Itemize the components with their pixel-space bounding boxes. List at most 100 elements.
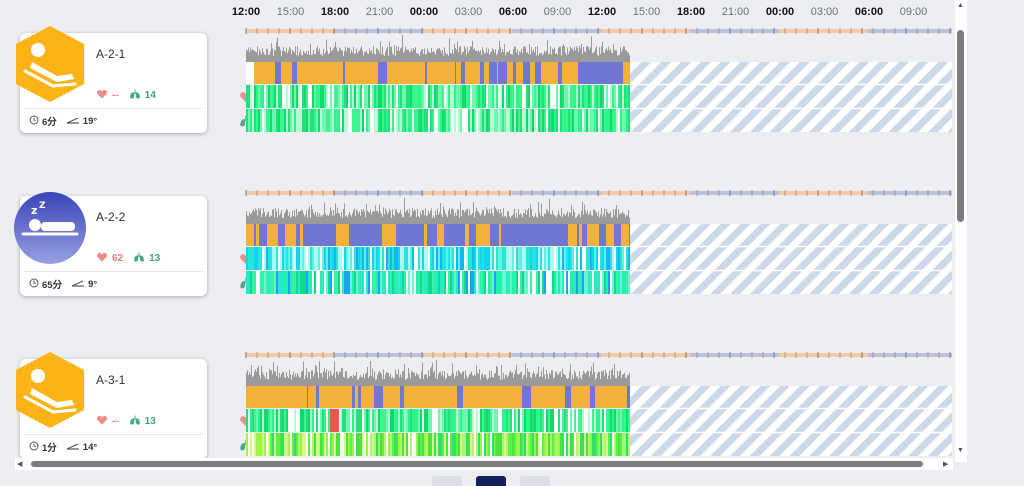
patient-vitals: -- 14 — [96, 88, 156, 103]
time-axis-label: 06:00 — [854, 6, 884, 18]
time-strip-segment — [601, 29, 690, 33]
timeline-svg — [245, 190, 952, 294]
activity-waveform — [246, 197, 630, 224]
duration-value: 65分 — [42, 280, 63, 291]
time-strip-segment — [334, 29, 424, 33]
no-data-area — [630, 224, 952, 294]
heart-rate-alert-segment — [330, 409, 339, 432]
time-axis-label: 00:00 — [409, 6, 439, 18]
time-axis-label: 09:00 — [899, 6, 928, 18]
card-divider — [24, 108, 203, 109]
time-strip-segment — [512, 191, 601, 195]
card-footer: 1分 14° — [29, 440, 97, 454]
heart-icon — [96, 414, 108, 429]
clock-icon — [29, 278, 39, 291]
bed-person-icon — [13, 24, 87, 104]
heart-rate-band — [246, 409, 630, 432]
no-data-area — [630, 386, 952, 456]
card-footer: 65分 9° — [29, 277, 97, 291]
time-axis-label: 18:00 — [320, 6, 350, 18]
time-axis-label: 18:00 — [676, 6, 706, 18]
time-strip-segment — [512, 29, 601, 33]
bed-angle-icon — [66, 442, 80, 453]
time-strip-segment — [779, 191, 868, 195]
time-axis-label: 12:00 — [587, 6, 617, 18]
respiration-value: 13 — [149, 253, 161, 264]
no-data-area — [630, 62, 952, 132]
lungs-icon — [129, 414, 141, 429]
sleep-timeline-chart — [240, 190, 952, 296]
sleep-state-band — [246, 386, 636, 408]
scroll-right-arrow-icon[interactable]: ▶ — [943, 461, 949, 468]
time-axis-label: 21:00 — [365, 6, 394, 18]
time-strip-segment — [868, 353, 952, 357]
lungs-icon — [129, 88, 141, 103]
sleep-timeline-chart — [240, 28, 952, 134]
time-strip-segment — [690, 191, 779, 195]
card-footer: 6分 19° — [29, 114, 97, 128]
horizontal-scrollbar[interactable]: ◀ ▶ — [15, 458, 953, 470]
sleep-timeline-chart — [240, 352, 952, 458]
respiration-value: 13 — [144, 416, 156, 427]
time-axis-label: 03:00 — [810, 6, 839, 18]
lungs-icon — [133, 251, 145, 266]
time-strip-segment — [512, 353, 601, 357]
activity-waveform — [246, 35, 630, 62]
time-axis-label: 15:00 — [632, 6, 661, 18]
time-strip-segment — [601, 353, 690, 357]
respiration-band — [246, 271, 630, 294]
time-strip-segment — [601, 191, 690, 195]
time-axis-label: 21:00 — [721, 6, 750, 18]
time-axis-label: 00:00 — [765, 6, 795, 18]
bed-angle-icon — [71, 279, 85, 290]
duration-value: 1分 — [42, 443, 57, 454]
respiration-value: 14 — [144, 90, 156, 101]
vertical-scrollbar[interactable]: ▲ ▼ — [955, 0, 967, 462]
svg-text:z: z — [31, 204, 37, 217]
time-axis-label: 06:00 — [498, 6, 528, 18]
svg-text:Z: Z — [39, 201, 46, 211]
scroll-down-arrow-icon[interactable]: ▼ — [957, 447, 964, 454]
time-strip-segment — [868, 191, 952, 195]
time-strip-segment — [334, 191, 424, 195]
heart-icon — [96, 88, 108, 103]
clock-icon — [29, 441, 39, 454]
time-axis: 12:00 15:00 18:00 21:00 00:00 03:00 06:00 09:00… — [0, 0, 952, 30]
heart-rate-band — [246, 85, 630, 108]
card-divider — [24, 271, 203, 272]
bed-angle-value: 14° — [82, 441, 98, 453]
card-divider — [24, 434, 203, 435]
patient-name: A-3-1 — [96, 373, 126, 387]
heart-rate-value: 62 — [112, 253, 124, 264]
time-strip-segment — [690, 353, 779, 357]
time-strip-segment — [690, 29, 779, 33]
heart-icon — [96, 251, 108, 266]
scroll-left-arrow-icon[interactable]: ◀ — [17, 461, 23, 468]
patient-name: A-2-1 — [96, 47, 126, 61]
page-button[interactable] — [432, 476, 462, 486]
horizontal-scroll-thumb[interactable] — [31, 461, 923, 467]
page-button[interactable] — [476, 476, 506, 486]
time-strip-segment — [424, 29, 512, 33]
sleep-state-band — [246, 224, 630, 246]
bed-angle-value: 19° — [82, 115, 98, 127]
bed-person-icon — [13, 350, 87, 430]
sleep-state-band — [246, 62, 630, 84]
activity-waveform — [246, 360, 630, 386]
heart-rate-value: -- — [112, 416, 119, 427]
page-button[interactable] — [520, 476, 550, 486]
timeline-svg — [245, 28, 952, 132]
patient-vitals: 62 13 — [96, 251, 160, 266]
time-strip-segment — [779, 29, 868, 33]
time-axis-label: 09:00 — [543, 6, 572, 18]
sleeping-person-icon: z Z — [13, 188, 87, 268]
clock-icon — [29, 115, 39, 128]
timeline-svg — [245, 352, 952, 456]
patient-timeline-viewport: 12:00 15:00 18:00 21:00 00:00 03:00 06:00 09:00… — [0, 0, 952, 459]
bed-angle-value: 9° — [88, 278, 98, 290]
scroll-up-arrow-icon[interactable]: ▲ — [957, 2, 964, 9]
time-strip-segment — [868, 29, 952, 33]
time-axis-label: 15:00 — [276, 6, 305, 18]
vertical-scroll-thumb[interactable] — [957, 30, 964, 222]
time-strip-segment — [334, 353, 424, 357]
